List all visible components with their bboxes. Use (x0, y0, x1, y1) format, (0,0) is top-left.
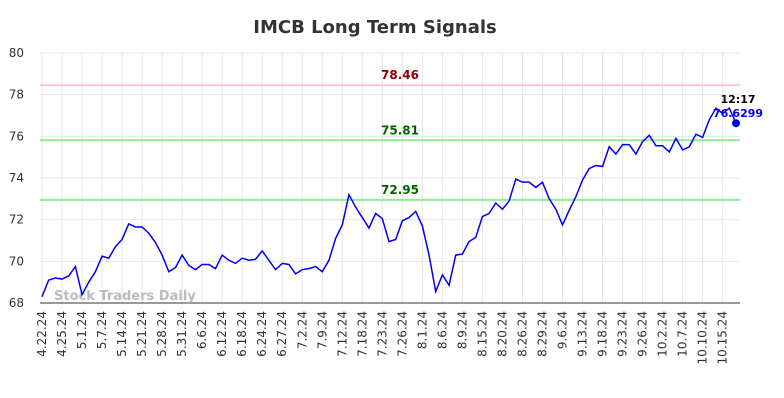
x-tick-label: 10.15.24 (716, 311, 730, 364)
x-tick-label: 6.27.24 (275, 311, 289, 357)
y-tick-label: 76 (9, 129, 24, 143)
x-tick-label: 6.12.24 (215, 311, 229, 357)
x-tick-label: 7.9.24 (315, 311, 329, 349)
x-tick-label: 5.28.24 (155, 311, 169, 357)
reference-label: 72.95 (381, 183, 419, 197)
x-tick-label: 4.25.24 (55, 311, 69, 357)
last-time: 12:17 (720, 93, 755, 106)
y-tick-label: 80 (9, 46, 24, 60)
x-tick-label: 8.29.24 (535, 311, 549, 357)
x-tick-label: 5.14.24 (115, 311, 129, 357)
y-tick-label: 68 (9, 296, 24, 310)
x-tick-label: 8.6.24 (435, 311, 449, 349)
price-line (41, 107, 737, 298)
x-tick-label: 9.23.24 (616, 311, 630, 357)
last-point (732, 119, 740, 128)
x-tick-label: 8.26.24 (515, 311, 529, 357)
chart-title: IMCB Long Term Signals (253, 17, 496, 38)
x-tick-label: 10.7.24 (676, 311, 690, 357)
x-tick-label: 9.18.24 (596, 311, 610, 357)
x-tick-label: 10.2.24 (656, 311, 670, 357)
x-tick-label: 8.9.24 (455, 311, 469, 349)
x-tick-label: 8.15.24 (475, 311, 489, 357)
reference-label: 78.46 (381, 68, 419, 82)
x-tick-label: 10.10.24 (696, 311, 710, 364)
y-tick-label: 72 (9, 213, 24, 227)
x-tick-label: 5.21.24 (135, 311, 149, 357)
y-tick-label: 70 (9, 254, 24, 268)
x-tick-label: 8.20.24 (495, 311, 509, 357)
x-tick-label: 7.26.24 (395, 311, 409, 357)
x-tick-label: 6.6.24 (195, 311, 209, 349)
x-tick-label: 8.1.24 (415, 311, 429, 349)
last-value: 76.6299 (713, 107, 763, 120)
x-tick-label: 5.31.24 (175, 311, 189, 357)
reference-label: 75.81 (381, 123, 419, 137)
x-tick-label: 7.2.24 (295, 311, 309, 349)
x-tick-label: 4.22.24 (35, 311, 49, 357)
x-tick-label: 6.24.24 (255, 311, 269, 357)
x-tick-label: 7.18.24 (355, 311, 369, 357)
x-tick-label: 5.7.24 (95, 311, 109, 349)
y-tick-label: 74 (9, 171, 24, 185)
x-tick-label: 9.13.24 (576, 311, 590, 357)
x-tick-label: 5.1.24 (75, 311, 89, 349)
watermark: Stock Traders Daily (54, 289, 196, 304)
x-tick-label: 7.12.24 (335, 311, 349, 357)
x-tick-label: 9.6.24 (556, 311, 570, 349)
x-tick-label: 7.23.24 (375, 311, 389, 357)
y-tick-label: 78 (9, 88, 24, 102)
x-tick-label: 6.18.24 (235, 311, 249, 357)
x-tick-label: 9.26.24 (636, 311, 650, 357)
